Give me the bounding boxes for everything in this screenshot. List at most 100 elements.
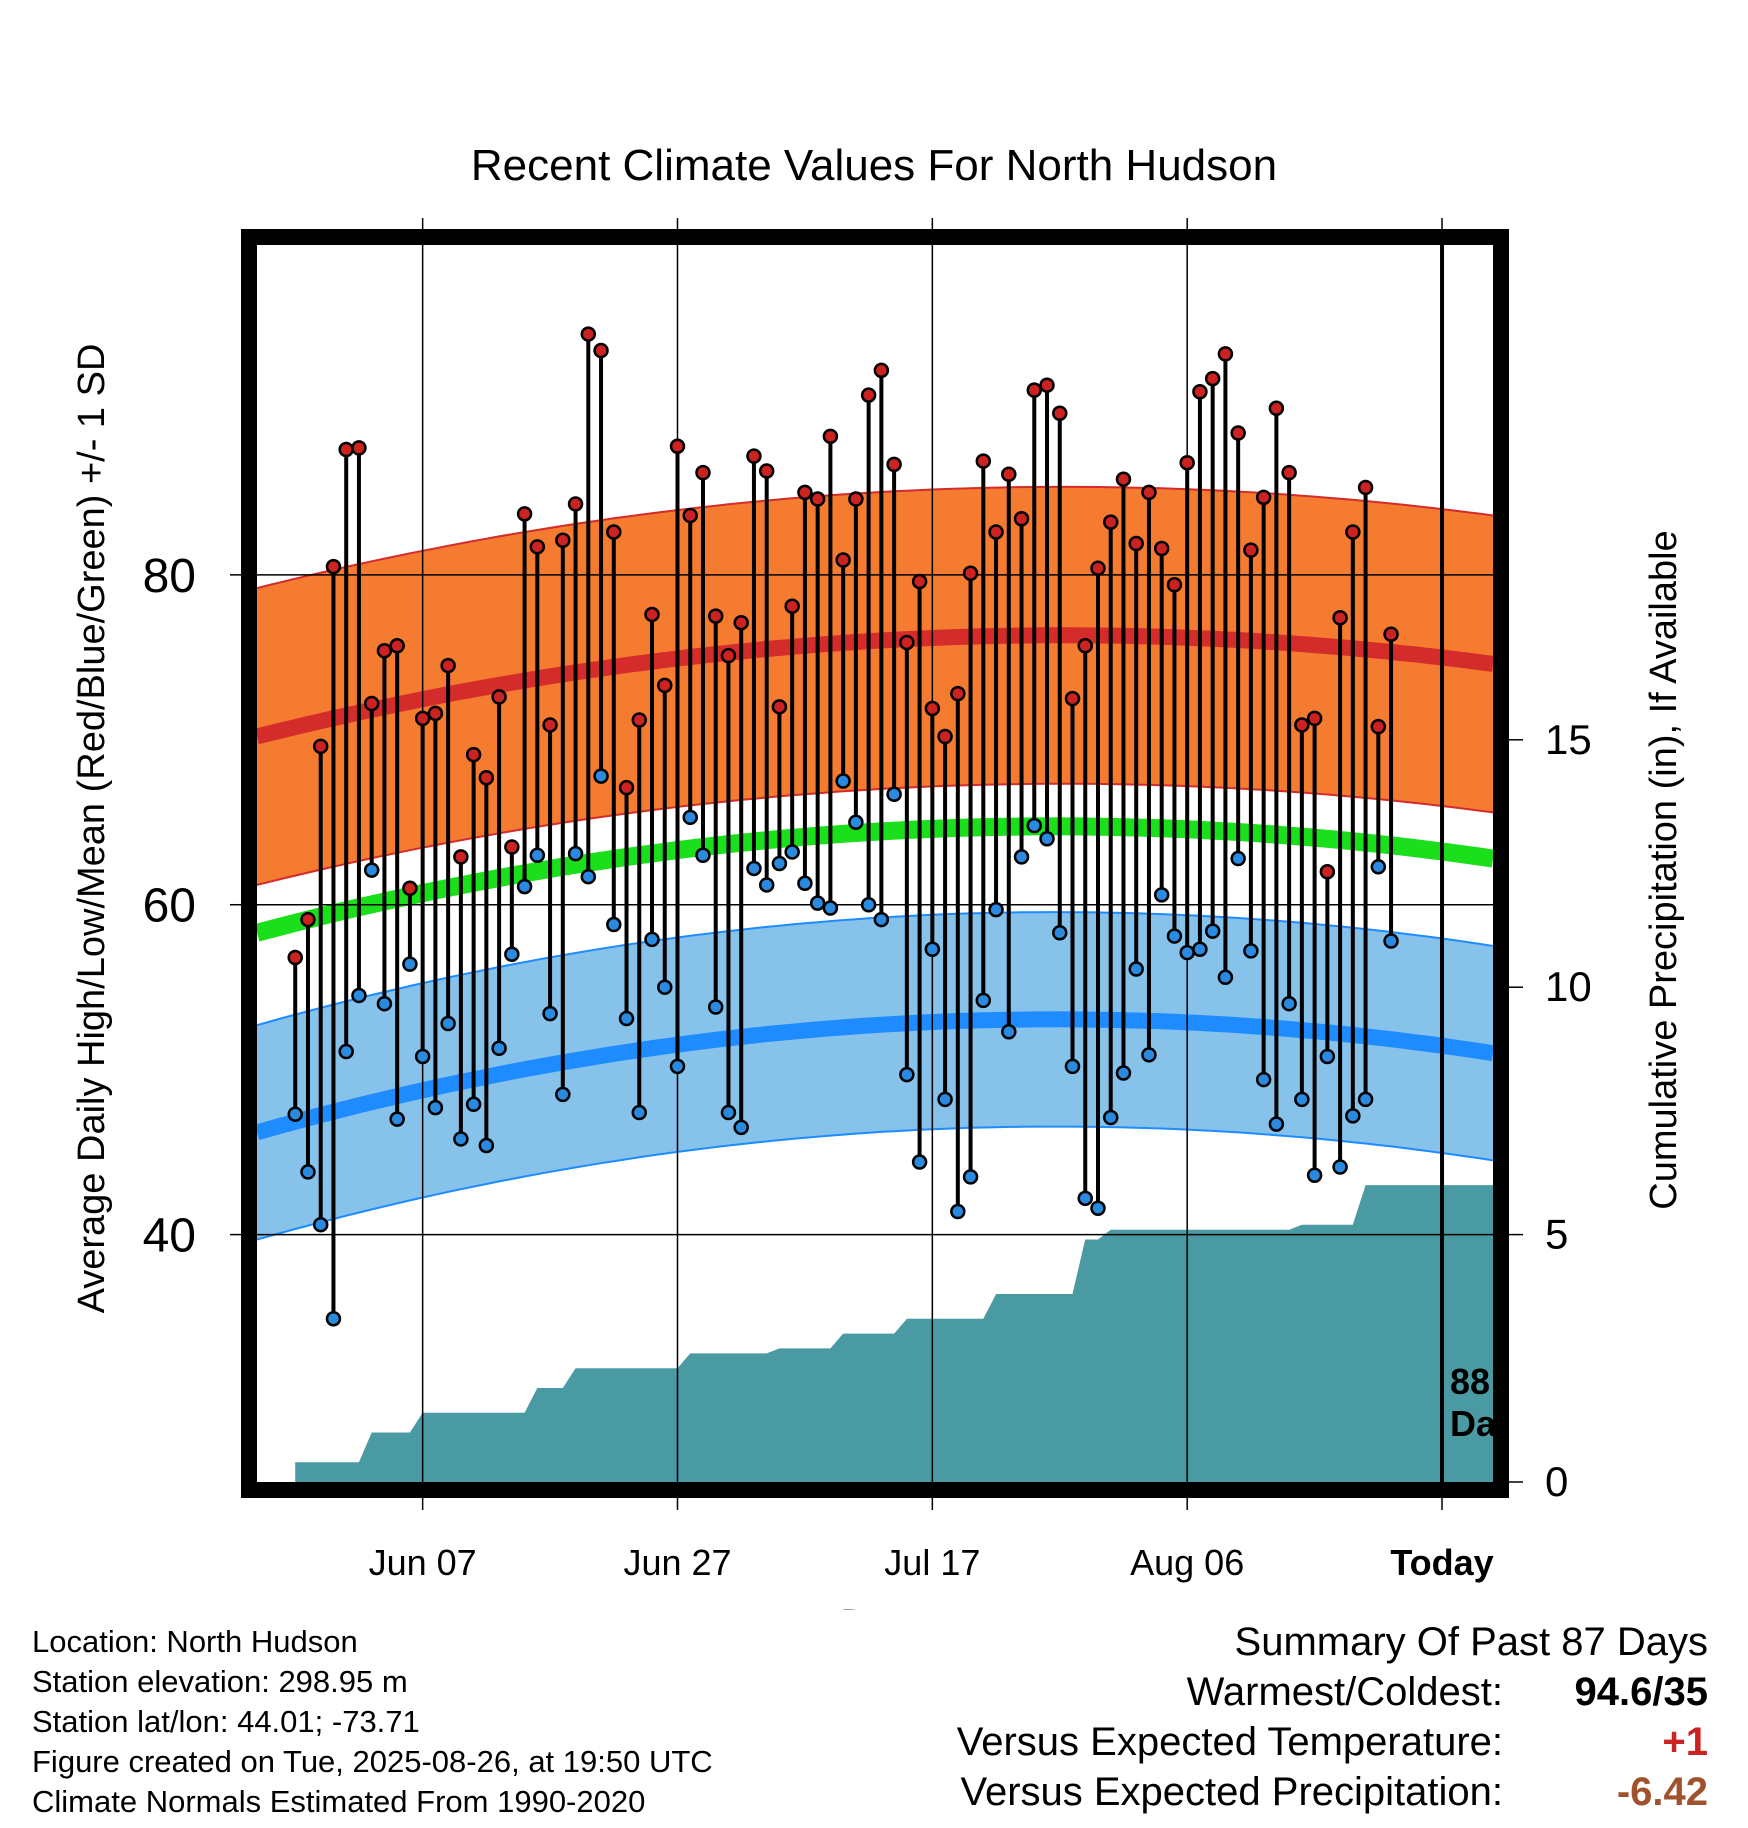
- observed-low-point: [1230, 850, 1246, 867]
- observed-high-point: [1281, 464, 1297, 481]
- observed-low-point: [1102, 1109, 1119, 1126]
- normals-text: Climate Normals Estimated From 1990-2020: [32, 1784, 646, 1819]
- warm-cold-value: 94.6/35: [1574, 1670, 1708, 1714]
- observed-low-point: [1281, 995, 1297, 1012]
- observed-low-point: [300, 1164, 316, 1180]
- observed-low-point: [1153, 887, 1170, 903]
- observed-high-point: [758, 463, 775, 479]
- observed-high-point: [453, 849, 469, 865]
- observed-high-point: [312, 738, 329, 755]
- observed-low-point: [784, 844, 800, 860]
- observed-low-point: [402, 956, 418, 972]
- observed-high-point: [529, 539, 546, 555]
- precip-anomaly-value: -6.42: [1616, 1770, 1708, 1814]
- observed-high-point: [975, 453, 992, 469]
- observed-low-point: [1306, 1167, 1323, 1183]
- observed-high-point: [682, 507, 698, 524]
- observed-low-point: [695, 847, 711, 864]
- observed-high-point: [860, 387, 877, 403]
- observed-low-point: [1064, 1058, 1081, 1075]
- observed-high-point: [1153, 540, 1170, 557]
- y2-tick-label: 10: [1545, 963, 1592, 1010]
- observed-low-point: [414, 1048, 431, 1065]
- x-tick-label: Jul 17: [884, 1542, 980, 1583]
- y2-tick-label: 5: [1545, 1211, 1568, 1258]
- observed-high-point: [1230, 425, 1246, 441]
- observed-low-point: [312, 1216, 329, 1233]
- observed-low-point: [1370, 859, 1387, 875]
- observed-low-point: [1077, 1190, 1093, 1207]
- today-days-count: 88: [1450, 1361, 1490, 1402]
- observed-low-point: [873, 911, 890, 928]
- observed-low-point: [937, 1091, 953, 1108]
- normal-high-upper-edge: [257, 485, 1493, 590]
- observed-low-point: [529, 847, 546, 864]
- observed-low-point: [338, 1043, 354, 1060]
- observed-low-point: [465, 1096, 482, 1113]
- normal-low-band: [257, 912, 1493, 1240]
- observed-low-point: [657, 979, 673, 995]
- observed-high-point: [376, 642, 393, 659]
- observed-high-point: [1039, 377, 1055, 393]
- observed-high-point: [707, 608, 724, 624]
- observed-low-point: [886, 786, 902, 802]
- observed-high-point: [1179, 454, 1195, 471]
- observed-low-point: [453, 1131, 469, 1147]
- observed-low-point: [975, 992, 992, 1009]
- summary-heading: Summary Of Past 87 Days: [1234, 1620, 1708, 1664]
- observed-high-point: [1001, 466, 1017, 483]
- chart-title: Recent Climate Values For North Hudson: [471, 141, 1277, 190]
- observed-low-point: [1115, 1065, 1132, 1081]
- observed-low-point: [1294, 1091, 1310, 1108]
- observed-high-point: [822, 428, 839, 445]
- observed-high-point: [300, 911, 316, 928]
- observed-high-point: [325, 558, 342, 575]
- observed-low-point: [962, 1169, 979, 1185]
- observed-high-point: [440, 657, 456, 674]
- observed-high-point: [338, 441, 354, 458]
- observed-low-point: [1166, 928, 1183, 944]
- precipitation-area: [257, 1185, 1493, 1482]
- location-text: Location: North Hudson: [32, 1624, 358, 1659]
- observed-low-point: [593, 768, 609, 784]
- observed-low-point: [351, 987, 367, 1004]
- observed-low-point: [1357, 1091, 1374, 1108]
- observed-low-point: [924, 941, 941, 958]
- observed-high-point: [1217, 346, 1234, 362]
- observed-high-point: [363, 695, 380, 712]
- observed-high-point: [491, 689, 507, 705]
- observed-low-point: [733, 1119, 749, 1136]
- observed-high-point: [465, 746, 482, 763]
- observed-high-point: [886, 456, 902, 473]
- normal-high-line: [257, 627, 1493, 745]
- observed-high-point: [542, 717, 558, 733]
- observed-low-point: [287, 1106, 303, 1122]
- observed-low-point: [848, 814, 864, 831]
- observed-low-point: [835, 773, 851, 789]
- observed-high-point: [835, 552, 851, 568]
- observed-low-point: [363, 862, 380, 878]
- observed-high-point: [1357, 479, 1374, 496]
- observed-low-point: [580, 868, 597, 885]
- temp-anomaly-value: +1: [1662, 1720, 1708, 1764]
- observed-low-point: [1332, 1159, 1348, 1175]
- observed-high-point: [389, 638, 405, 654]
- observed-low-point: [1141, 1047, 1157, 1063]
- observed-low-point: [376, 995, 393, 1012]
- observed-high-point: [1332, 609, 1348, 626]
- observed-low-point: [1090, 1200, 1106, 1216]
- observed-high-point: [1052, 405, 1068, 421]
- observed-high-point: [351, 440, 367, 456]
- observed-high-point: [950, 685, 966, 702]
- observed-low-point: [389, 1111, 405, 1127]
- observed-high-point: [287, 949, 303, 966]
- observed-high-point: [1192, 384, 1208, 400]
- observed-high-point: [1115, 471, 1132, 487]
- observed-high-point: [1102, 514, 1119, 530]
- precip-anomaly-label: Versus Expected Precipitation:: [960, 1770, 1503, 1814]
- observed-high-point: [937, 728, 953, 745]
- observed-low-point: [1204, 923, 1221, 939]
- observed-low-point: [1255, 1071, 1272, 1088]
- observed-low-point: [631, 1104, 648, 1121]
- observed-low-point: [1128, 961, 1144, 977]
